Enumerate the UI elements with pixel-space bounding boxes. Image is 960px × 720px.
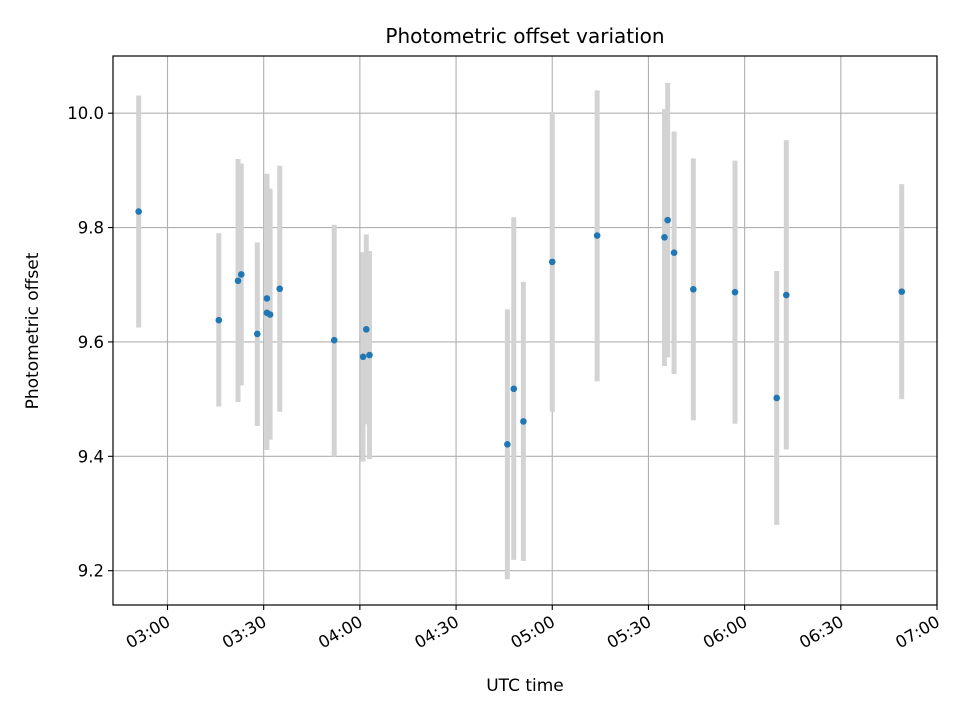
y-tick-label: 9.4 <box>78 447 104 466</box>
data-point <box>548 258 556 266</box>
x-axis-label: UTC time <box>486 676 564 696</box>
y-tick-label: 9.2 <box>78 562 104 581</box>
data-point <box>593 232 601 239</box>
chart-title: Photometric offset variation <box>385 24 664 48</box>
data-points <box>135 208 906 448</box>
data-point <box>237 271 245 278</box>
data-point <box>898 288 906 295</box>
data-point <box>215 316 223 324</box>
data-point <box>263 295 271 302</box>
data-point <box>253 330 261 338</box>
data-point <box>266 311 274 318</box>
data-point <box>504 441 511 448</box>
plot-frame <box>112 55 938 606</box>
data-point <box>330 336 338 344</box>
data-point <box>359 353 367 361</box>
data-point <box>234 277 242 285</box>
y-tick-label: 9.8 <box>78 219 104 238</box>
y-tick-label: 10.0 <box>67 104 104 123</box>
data-point <box>366 351 373 359</box>
y-axis: 9.2 9.4 9.6 9.8 10.0 <box>67 104 113 581</box>
data-point <box>520 418 527 425</box>
y-axis-label: Photometric offset <box>23 252 43 409</box>
data-point <box>661 233 668 241</box>
data-point <box>362 326 370 333</box>
data-point <box>276 285 284 293</box>
data-point <box>670 249 678 257</box>
y-tick-label: 9.6 <box>78 333 104 352</box>
data-point <box>664 216 671 224</box>
data-point <box>135 208 142 215</box>
data-point <box>690 286 697 293</box>
data-point <box>773 394 780 402</box>
data-point <box>783 291 790 299</box>
data-point <box>510 385 518 393</box>
data-point <box>731 288 739 296</box>
